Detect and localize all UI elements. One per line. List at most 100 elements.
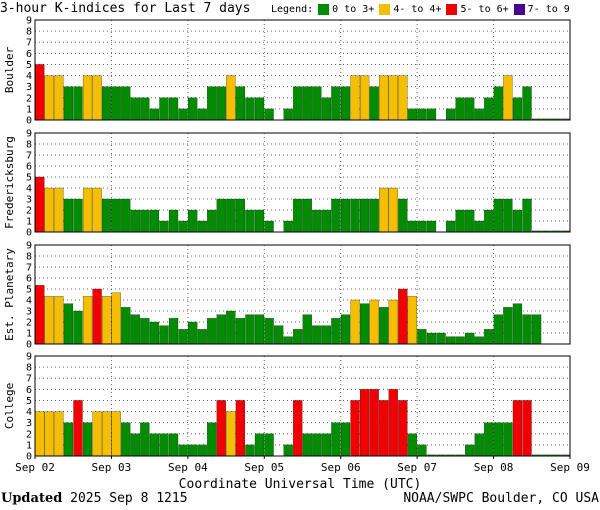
kp-bar [426, 332, 437, 345]
kp-bar [474, 220, 484, 233]
y-tick-label: 6 [26, 49, 32, 60]
kp-bar [407, 108, 417, 121]
credit-text: NOAA/SWPC Boulder, CO USA [403, 491, 599, 506]
kp-bar [102, 198, 112, 233]
kp-bar [312, 433, 322, 457]
kp-bar [54, 296, 64, 345]
kp-bar [63, 422, 74, 457]
kp-bar [216, 86, 226, 121]
kp-bar [474, 108, 484, 121]
kp-bar [197, 444, 207, 457]
kp-bar [379, 307, 389, 345]
kp-bar [207, 318, 217, 345]
kp-bar [188, 321, 198, 345]
kp-bar [121, 422, 131, 457]
kp-bar [522, 198, 532, 233]
kp-bar [226, 75, 236, 121]
kp-bar [493, 198, 503, 233]
kp-bar [359, 303, 370, 345]
y-tick-label: 2 [26, 206, 32, 217]
y-tick-label: 3 [26, 195, 32, 206]
kp-bar [264, 108, 274, 121]
kp-bar [235, 318, 246, 345]
kp-bar [340, 86, 351, 121]
station-label: Boulder [3, 46, 16, 93]
y-tick-label: 8 [26, 363, 32, 374]
kp-bar [445, 108, 456, 121]
kp-bar [407, 296, 417, 345]
kp-bar [388, 299, 398, 345]
kp-bar [168, 209, 179, 233]
kp-bar [216, 314, 226, 345]
kp-bar [102, 411, 112, 457]
kp-bar [216, 198, 226, 233]
y-tick-label: 2 [26, 429, 32, 440]
kp-bar [54, 411, 64, 457]
kp-bar [178, 108, 188, 121]
kp-bar [111, 292, 121, 345]
x-tick-label: Sep 08 [474, 461, 514, 474]
kp-bar [407, 220, 417, 233]
kp-bar [379, 187, 389, 233]
kp-bar [350, 75, 360, 121]
kp-bar [302, 86, 312, 121]
kp-bar [264, 220, 274, 233]
kp-bar [44, 296, 54, 345]
kp-bar [35, 176, 45, 233]
legend-item-storm: 5- to 6+ [460, 4, 509, 15]
kp-bar [321, 97, 331, 121]
kp-bar [140, 422, 150, 457]
x-tick-label: Sep 07 [397, 461, 437, 474]
kp-bar [503, 422, 513, 457]
station-label: Est. Planetary [3, 248, 16, 341]
kp-bar [140, 209, 150, 233]
y-tick-label: 1 [26, 440, 32, 451]
kp-bar [417, 220, 427, 233]
kp-bar [226, 310, 236, 345]
kp-bar [254, 314, 265, 345]
y-tick-label: 6 [26, 162, 32, 173]
kp-bar [121, 307, 131, 345]
kp-bar [207, 86, 217, 121]
kp-bar [369, 198, 379, 233]
y-tick-label: 4 [26, 71, 32, 82]
kp-bar [417, 329, 427, 345]
kp-bar [340, 422, 351, 457]
kp-bar [283, 220, 293, 233]
legend: Legend: 0 to 3+ 4- to 4+ 5- to 6+ 7- to … [271, 4, 570, 15]
x-tick-label: Sep 02 [15, 461, 55, 474]
kp-bar [398, 400, 408, 457]
kp-bar [92, 288, 102, 345]
y-tick-label: 4 [26, 184, 32, 195]
y-tick-label: 9 [26, 241, 32, 252]
kp-bar [331, 318, 341, 345]
kp-bar [54, 187, 64, 233]
kp-bar [92, 411, 102, 457]
kp-bar [188, 444, 198, 457]
x-tick-label: Sep 05 [244, 461, 284, 474]
kp-bar [92, 75, 102, 121]
kp-bar [398, 198, 408, 233]
kp-bar [149, 209, 160, 233]
kp-bar [197, 329, 207, 345]
legend-swatch-purple [513, 4, 525, 15]
kp-bar [44, 75, 54, 121]
kp-bar [359, 75, 370, 121]
kp-bar [82, 296, 93, 345]
y-tick-label: 0 [26, 228, 32, 239]
kp-bar [302, 314, 312, 345]
kp-bar [283, 444, 293, 457]
kp-bar [426, 108, 437, 121]
kp-bar [331, 198, 341, 233]
kp-bar [140, 97, 150, 121]
updated-value: 2025 Sep 8 1215 [70, 491, 188, 506]
y-tick-label: 4 [26, 407, 32, 418]
y-tick-label: 1 [26, 104, 32, 115]
kp-bar [465, 209, 475, 233]
y-tick-label: 7 [26, 38, 32, 49]
kp-bar [331, 86, 341, 121]
x-tick-label: Sep 04 [168, 461, 208, 474]
kp-bar [512, 400, 523, 457]
y-tick-label: 2 [26, 318, 32, 329]
y-tick-label: 4 [26, 296, 32, 307]
